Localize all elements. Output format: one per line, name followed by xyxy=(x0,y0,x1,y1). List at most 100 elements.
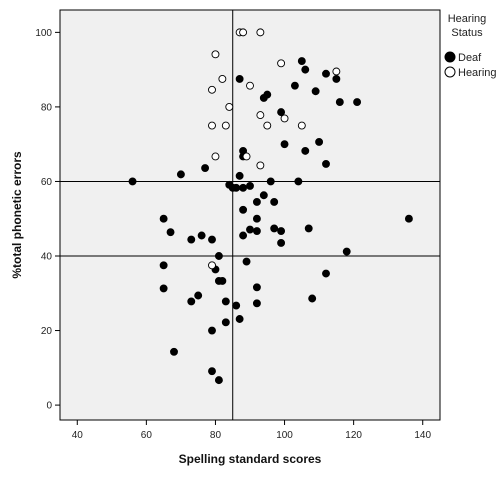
legend-title-line-1: Hearing xyxy=(448,13,487,25)
y-tick-label: 80 xyxy=(41,102,53,113)
legend-title-line-2: Status xyxy=(451,27,483,39)
data-point-deaf xyxy=(159,284,168,293)
data-point-deaf xyxy=(176,170,185,179)
data-point-hearing xyxy=(246,81,254,90)
data-point-hearing xyxy=(332,67,341,76)
data-point-deaf xyxy=(263,90,272,99)
data-points xyxy=(128,28,413,385)
data-point-hearing xyxy=(297,121,306,130)
data-point-deaf xyxy=(232,183,241,192)
data-point-deaf xyxy=(270,198,279,206)
data-point-deaf xyxy=(315,137,324,146)
data-point-deaf xyxy=(297,57,306,66)
data-point-deaf xyxy=(294,177,303,186)
data-point-deaf xyxy=(311,87,320,96)
data-point-deaf xyxy=(322,69,330,78)
y-axis-title: %total phonetic errors xyxy=(10,151,24,279)
data-point-hearing xyxy=(208,121,216,130)
data-point-deaf xyxy=(290,81,299,90)
data-point-deaf xyxy=(332,75,341,83)
data-point-deaf xyxy=(208,367,216,376)
x-tick-label: 80 xyxy=(210,430,222,441)
x-axis-ticks: 40 60 80 100 120 140 xyxy=(72,420,432,441)
data-point-hearing xyxy=(211,50,220,59)
legend: Hearing Status Deaf Hearing xyxy=(444,13,497,79)
data-point-hearing xyxy=(239,28,248,37)
data-point-deaf xyxy=(197,231,206,240)
legend-marker-hearing xyxy=(444,66,456,78)
data-point-hearing xyxy=(208,85,216,94)
data-point-deaf xyxy=(166,228,175,237)
data-point-deaf xyxy=(322,159,330,168)
y-axis-ticks: 0 20 40 60 80 100 xyxy=(35,28,60,412)
data-point-deaf xyxy=(221,297,230,306)
data-point-deaf xyxy=(308,294,317,303)
data-point-deaf xyxy=(201,164,210,172)
data-point-deaf xyxy=(277,227,286,235)
x-tick-label: 60 xyxy=(141,430,153,441)
data-point-deaf xyxy=(259,191,268,200)
data-point-hearing xyxy=(242,152,251,161)
y-tick-label: 60 xyxy=(41,177,53,188)
data-point-deaf xyxy=(187,297,196,306)
data-point-deaf xyxy=(235,75,244,83)
plot-area xyxy=(59,9,441,421)
x-tick-label: 140 xyxy=(414,430,431,441)
data-point-hearing xyxy=(218,75,227,83)
data-point-deaf xyxy=(252,283,261,292)
data-point-hearing xyxy=(225,102,234,111)
data-point-deaf xyxy=(239,183,248,192)
data-point-deaf xyxy=(335,98,344,107)
data-point-deaf xyxy=(270,224,279,233)
x-axis-title: Spelling standard scores xyxy=(179,452,322,466)
y-tick-label: 0 xyxy=(46,401,52,412)
data-point-hearing xyxy=(256,28,265,37)
legend-label-deaf: Deaf xyxy=(458,52,482,64)
data-point-deaf xyxy=(214,252,223,260)
data-point-deaf xyxy=(280,140,289,149)
x-tick-label: 40 xyxy=(72,430,84,441)
data-point-hearing xyxy=(263,121,272,130)
data-point-deaf xyxy=(252,227,261,235)
data-point-deaf xyxy=(221,318,230,327)
data-point-hearing xyxy=(256,161,265,170)
y-tick-label: 40 xyxy=(41,252,53,263)
data-point-deaf xyxy=(159,214,168,223)
data-point-deaf xyxy=(208,326,216,335)
data-point-deaf xyxy=(235,171,244,180)
data-point-deaf xyxy=(170,347,178,356)
data-point-deaf xyxy=(187,235,196,244)
legend-label-hearing: Hearing xyxy=(458,67,497,79)
data-point-deaf xyxy=(277,239,286,247)
data-point-hearing xyxy=(211,152,220,161)
x-tick-label: 120 xyxy=(345,430,362,441)
data-point-deaf xyxy=(266,177,275,186)
data-point-deaf xyxy=(277,108,286,117)
data-point-deaf xyxy=(246,225,254,234)
data-point-deaf xyxy=(208,235,216,244)
data-point-deaf xyxy=(252,299,261,308)
data-point-hearing xyxy=(280,114,289,123)
data-point-deaf xyxy=(353,98,362,107)
data-point-deaf xyxy=(252,214,261,223)
data-point-deaf xyxy=(239,231,248,240)
data-point-hearing xyxy=(277,59,286,68)
y-tick-label: 20 xyxy=(41,326,53,337)
data-point-deaf xyxy=(242,257,251,266)
data-point-deaf xyxy=(404,214,413,223)
data-point-deaf xyxy=(128,177,137,186)
data-point-deaf xyxy=(322,269,330,278)
data-point-deaf xyxy=(218,277,227,285)
x-tick-label: 100 xyxy=(276,430,293,441)
data-point-deaf xyxy=(232,301,241,310)
data-point-hearing xyxy=(256,111,265,120)
reference-lines xyxy=(60,10,440,420)
data-point-deaf xyxy=(301,146,310,155)
legend-marker-deaf xyxy=(444,51,456,63)
data-point-hearing xyxy=(221,121,230,130)
data-point-deaf xyxy=(304,224,313,233)
data-point-deaf xyxy=(342,247,351,256)
data-point-deaf xyxy=(159,261,168,270)
